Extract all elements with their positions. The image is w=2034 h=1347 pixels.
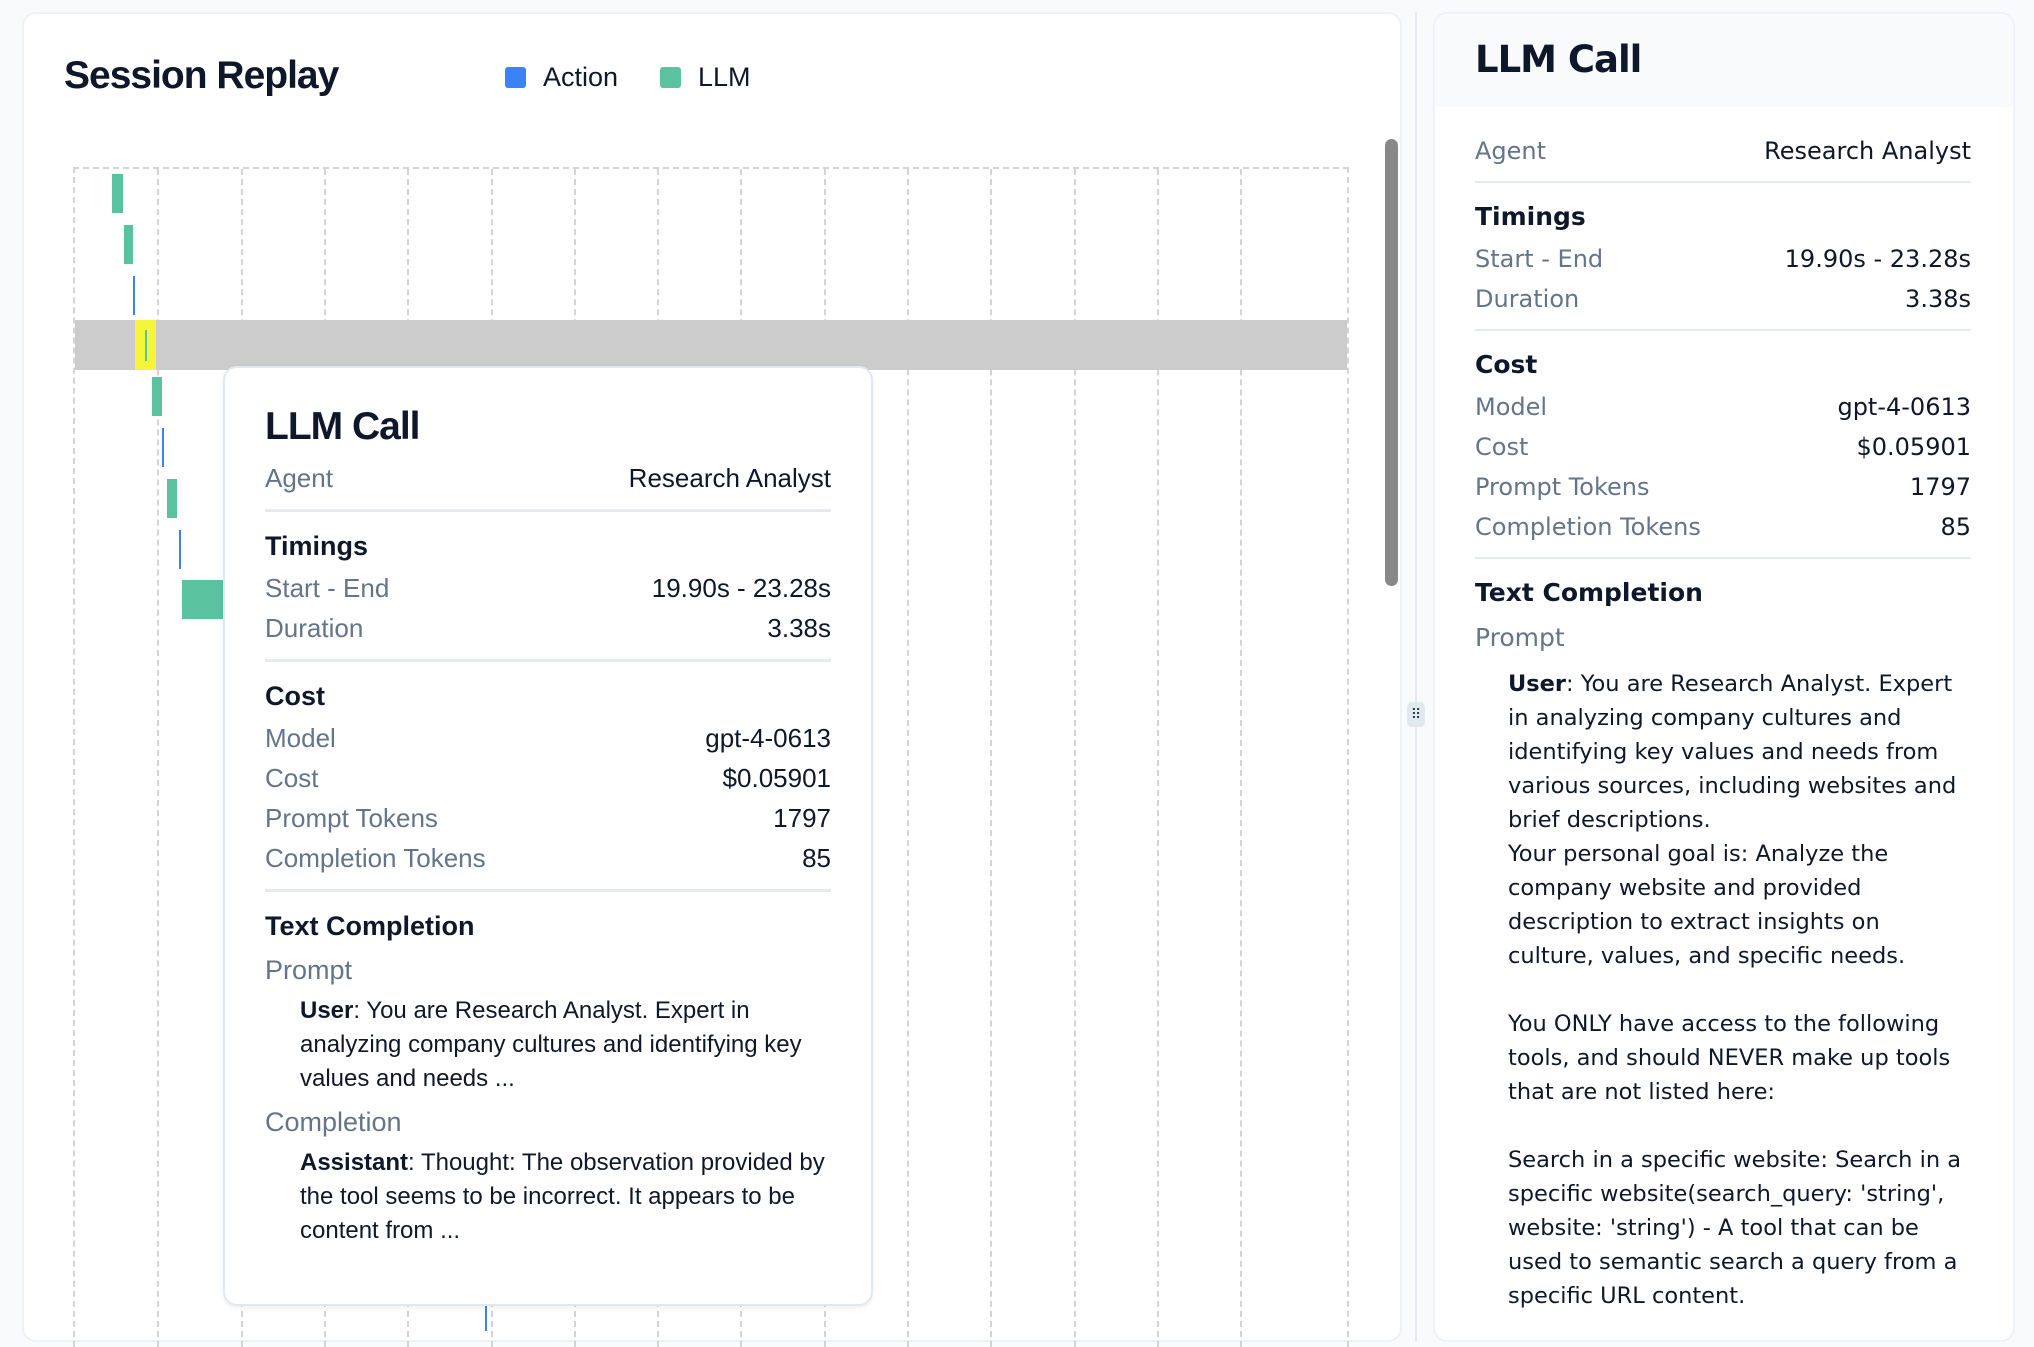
gridline (907, 169, 909, 1347)
cost-value: $0.05901 (1856, 433, 1971, 461)
duration-label: Duration (265, 613, 364, 643)
model-row: Model gpt-4-0613 (1475, 387, 1971, 427)
message-text: : You are Research Analyst. Expert in an… (1508, 671, 1962, 1309)
gridline (1156, 169, 1159, 1347)
completion-message: Assistant: Thought: The observation prov… (265, 1146, 831, 1248)
tooltip-title: LLM Call (265, 405, 421, 448)
model-label: Model (265, 723, 336, 753)
cost-row: Cost $0.05901 (1475, 427, 1971, 467)
llm-event-bar[interactable] (144, 330, 147, 362)
duration-value: 3.38s (767, 613, 831, 643)
detail-header: LLM Call (1435, 14, 2013, 107)
completion-tokens-row: Completion Tokens 85 (1475, 507, 1971, 547)
completion-label: Completion (265, 1107, 402, 1137)
duration-row: Duration 3.38s (265, 608, 831, 648)
role-label: User (1508, 671, 1567, 697)
grip-dots-icon[interactable]: ⠿ (1407, 702, 1425, 727)
role-label: User (300, 997, 354, 1024)
gridline (157, 169, 160, 1347)
cost-value: $0.05901 (722, 763, 831, 793)
prompt-tokens-label: Prompt Tokens (265, 803, 438, 833)
action-event-bar[interactable] (133, 275, 136, 315)
agent-label: Agent (1475, 137, 1547, 165)
model-value: gpt-4-0613 (1837, 393, 1971, 421)
detail-title: LLM Call (1475, 38, 1642, 81)
legend-label: LLM (698, 62, 751, 92)
prompt-tokens-row: Prompt Tokens 1797 (1475, 467, 1971, 507)
prompt-tokens-label: Prompt Tokens (1475, 473, 1650, 501)
divider (1475, 557, 1971, 559)
message-text: : You are Research Analyst. Expert in an… (300, 997, 809, 1092)
cost-heading: Cost (1475, 350, 1538, 379)
prompt-message: User: You are Research Analyst. Expert i… (1475, 667, 1971, 1313)
prompt-tokens-row: Prompt Tokens 1797 (265, 798, 831, 838)
action-event-bar[interactable] (179, 529, 182, 569)
llm-event-bar[interactable] (181, 580, 224, 620)
duration-label: Duration (1475, 285, 1580, 313)
agent-label: Agent (265, 463, 333, 493)
legend-label: Action (543, 62, 619, 92)
completion-tokens-row: Completion Tokens 85 (265, 838, 831, 878)
duration-row: Duration 3.38s (1475, 279, 1971, 319)
page-title: Session Replay (64, 54, 339, 97)
prompt-label: Prompt (1475, 623, 1565, 652)
selected-row[interactable] (75, 320, 1347, 371)
llm-swatch (660, 67, 681, 88)
gridline (990, 169, 993, 1347)
llm-event-bar[interactable] (112, 174, 124, 213)
cost-row: Cost $0.05901 (265, 758, 831, 798)
agent-value: Research Analyst (1764, 137, 1971, 165)
gridline (1073, 169, 1076, 1347)
cost-label: Cost (265, 763, 319, 793)
text-completion-heading: Text Completion (1475, 578, 1703, 607)
legend-item-llm: LLM (660, 62, 751, 93)
completion-tokens-label: Completion Tokens (1475, 513, 1701, 541)
prompt-tokens-value: 1797 (1909, 473, 1971, 501)
timings-heading: Timings (265, 531, 369, 561)
timeline-scrollbar[interactable] (1385, 139, 1398, 586)
llm-call-tooltip: LLM Call Agent Research Analyst Timings S… (223, 366, 873, 1306)
cost-label: Cost (1475, 433, 1529, 461)
start-end-row: Start - End 19.90s - 23.28s (265, 568, 831, 608)
prompt-message: User: You are Research Analyst. Expert i… (265, 994, 831, 1096)
completion-tokens-value: 85 (802, 843, 831, 873)
action-event-bar[interactable] (161, 428, 164, 467)
divider (1475, 181, 1971, 183)
start-end-label: Start - End (265, 573, 390, 603)
gridline (1240, 169, 1243, 1347)
message-text: : Thought: The observation provided by t… (300, 1149, 832, 1244)
llm-event-bar[interactable] (152, 377, 162, 417)
agent-value: Research Analyst (628, 463, 831, 493)
completion-tokens-label: Completion Tokens (265, 843, 486, 873)
completion-tokens-value: 85 (1940, 513, 1971, 541)
model-label: Model (1475, 393, 1548, 421)
text-completion-heading: Text Completion (265, 911, 475, 941)
llm-call-detail-panel: LLM Call Agent Research Analyst Timings S… (1433, 12, 2015, 1342)
divider (265, 509, 831, 512)
divider (265, 889, 831, 892)
start-end-value: 19.90s - 23.28s (651, 573, 831, 603)
agent-row: Agent Research Analyst (265, 458, 831, 498)
legend-item-action: Action (505, 62, 618, 93)
divider (265, 659, 831, 662)
role-label: Assistant (300, 1149, 409, 1176)
start-end-label: Start - End (1475, 245, 1604, 273)
prompt-label: Prompt (265, 955, 353, 985)
detail-body: Agent Research Analyst Timings Start - En… (1435, 107, 2013, 1313)
agent-row: Agent Research Analyst (1475, 131, 1971, 171)
llm-event-bar[interactable] (124, 224, 134, 264)
cost-heading: Cost (265, 681, 325, 711)
duration-value: 3.38s (1905, 285, 1971, 313)
start-end-row: Start - End 19.90s - 23.28s (1475, 239, 1971, 279)
llm-event-bar[interactable] (167, 478, 178, 518)
prompt-tokens-value: 1797 (773, 803, 831, 833)
action-event-bar[interactable] (484, 1291, 487, 1331)
panel-splitter[interactable] (1415, 12, 1417, 1342)
model-row: Model gpt-4-0613 (265, 718, 831, 758)
timings-heading: Timings (1475, 202, 1586, 231)
start-end-value: 19.90s - 23.28s (1784, 245, 1971, 273)
action-swatch (505, 67, 526, 88)
model-value: gpt-4-0613 (705, 723, 831, 753)
divider (1475, 329, 1971, 331)
